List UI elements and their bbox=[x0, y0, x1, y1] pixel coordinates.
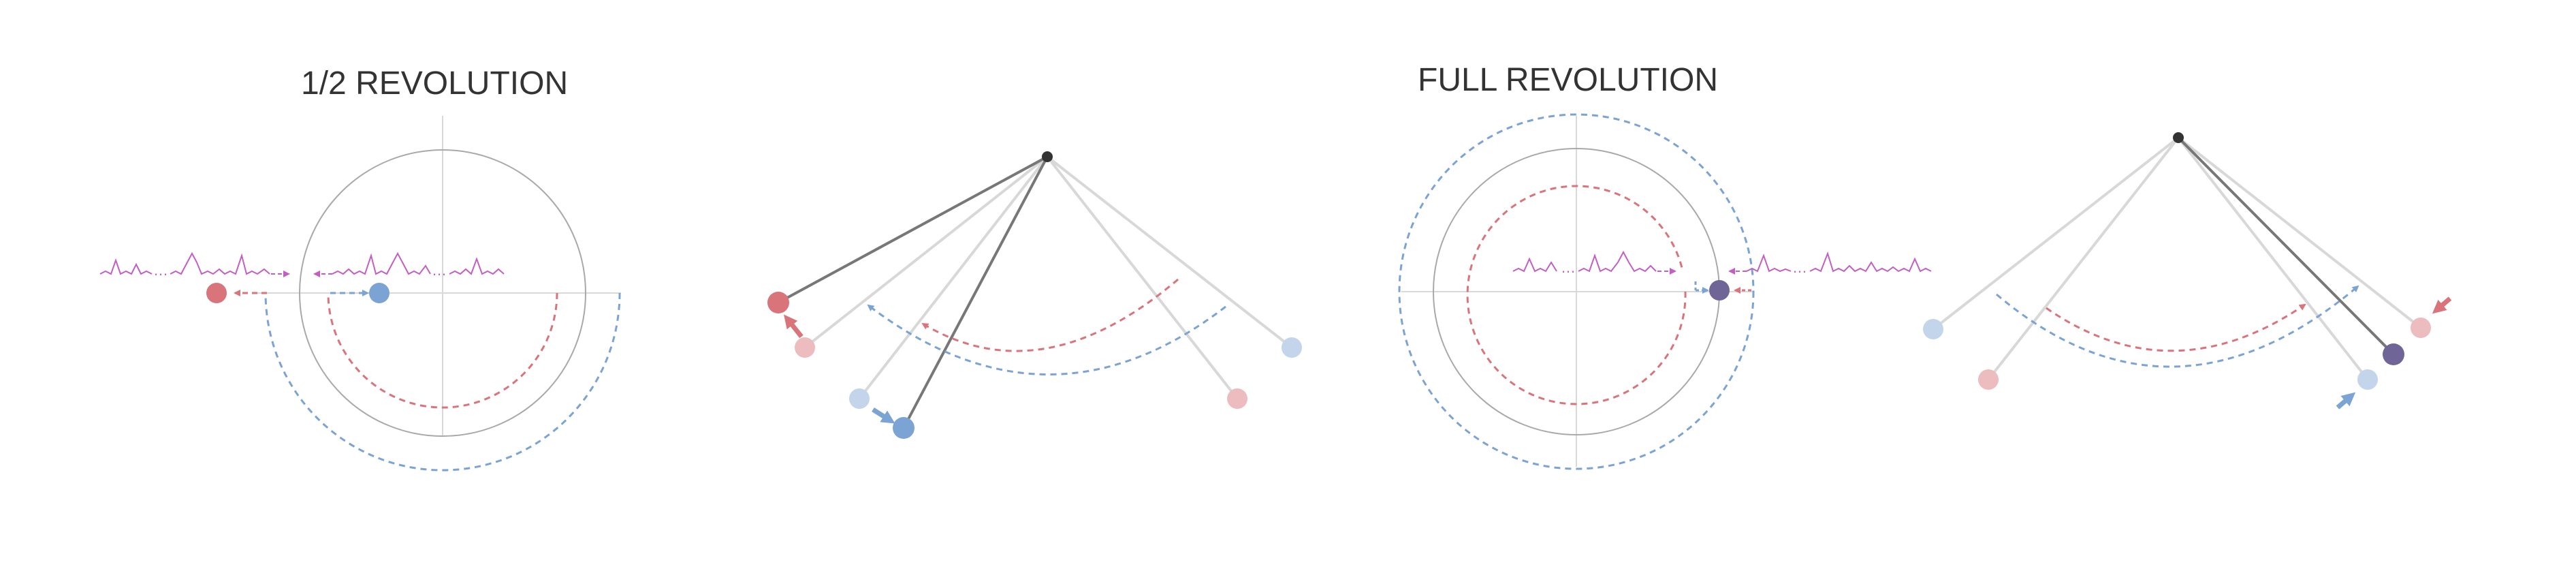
faded-string bbox=[1046, 155, 1239, 400]
pulse-train-right: … bbox=[313, 251, 505, 279]
blue-swing-path bbox=[867, 304, 1226, 375]
red-ball bbox=[767, 292, 789, 313]
pendulum-string bbox=[778, 155, 1048, 304]
pendulum-string bbox=[902, 156, 1049, 429]
pendulum-pivot bbox=[1042, 151, 1053, 162]
panel-title-half: 1/2 REVOLUTION bbox=[301, 65, 568, 102]
half-revolution-pendulums bbox=[767, 151, 1302, 439]
blue-swing-path bbox=[1996, 285, 2359, 368]
faded-blue-ball bbox=[1923, 319, 1943, 339]
full-revolution-orbit: … … bbox=[1398, 113, 1932, 470]
pulse-wave bbox=[1809, 251, 1932, 273]
pulse-train-left: … bbox=[99, 251, 290, 279]
pulse-ellipsis: … bbox=[1792, 259, 1807, 276]
pulse-ellipsis: … bbox=[153, 262, 168, 279]
faded-red-ball bbox=[795, 337, 815, 358]
blue-ball bbox=[369, 283, 389, 303]
faded-blue-ball bbox=[1282, 337, 1302, 358]
purple-ball bbox=[2383, 343, 2404, 365]
red-motion-arrow bbox=[784, 314, 804, 339]
blue-path-dashed bbox=[1398, 113, 1755, 470]
faded-red-ball bbox=[2411, 318, 2431, 338]
red-swing-path bbox=[921, 278, 1179, 352]
faded-string bbox=[2177, 136, 2422, 329]
faded-string bbox=[804, 155, 1049, 349]
pendulum-pivot bbox=[2173, 132, 2184, 143]
pulse-train-right: … bbox=[1728, 251, 1932, 276]
blue-ball bbox=[893, 417, 915, 439]
faded-string bbox=[1987, 136, 2180, 381]
faded-string bbox=[1932, 136, 2180, 330]
red-motion-arrow bbox=[2432, 296, 2452, 314]
faded-blue-ball bbox=[849, 388, 870, 409]
pulse-wave bbox=[449, 257, 505, 275]
faded-red-ball bbox=[1978, 369, 1999, 390]
pulse-wave bbox=[332, 251, 431, 275]
blue-path-dashed bbox=[264, 292, 621, 472]
full-revolution-pendulums bbox=[1923, 132, 2452, 410]
pulse-wave bbox=[170, 251, 270, 275]
faded-blue-ball bbox=[2357, 369, 2378, 390]
half-revolution-orbit: … … bbox=[99, 116, 621, 472]
faded-red-ball bbox=[1227, 388, 1247, 409]
pendulum-string bbox=[2177, 136, 2395, 356]
red-ball bbox=[206, 283, 227, 303]
red-swing-path bbox=[2046, 303, 2306, 352]
purple-ball bbox=[1709, 280, 1730, 301]
pulse-wave bbox=[1746, 253, 1792, 273]
faded-string bbox=[1046, 155, 1293, 349]
blue-motion-arrow bbox=[2336, 392, 2356, 410]
pulse-ellipsis: … bbox=[432, 262, 447, 279]
blue-motion-arrow bbox=[872, 407, 895, 424]
pulse-wave bbox=[1578, 250, 1657, 273]
faded-string bbox=[858, 155, 1049, 400]
pulse-ellipsis: … bbox=[1561, 259, 1576, 276]
orbit-circle bbox=[299, 149, 586, 437]
panel-title-full: FULL REVOLUTION bbox=[1418, 62, 1718, 98]
red-path-dashed bbox=[327, 292, 558, 409]
pulse-train-left: … bbox=[1512, 250, 1676, 276]
pulse-wave bbox=[1512, 257, 1557, 273]
red-path-dashed bbox=[1466, 185, 1687, 405]
pulse-wave bbox=[99, 258, 153, 275]
faded-string bbox=[2177, 136, 2369, 381]
